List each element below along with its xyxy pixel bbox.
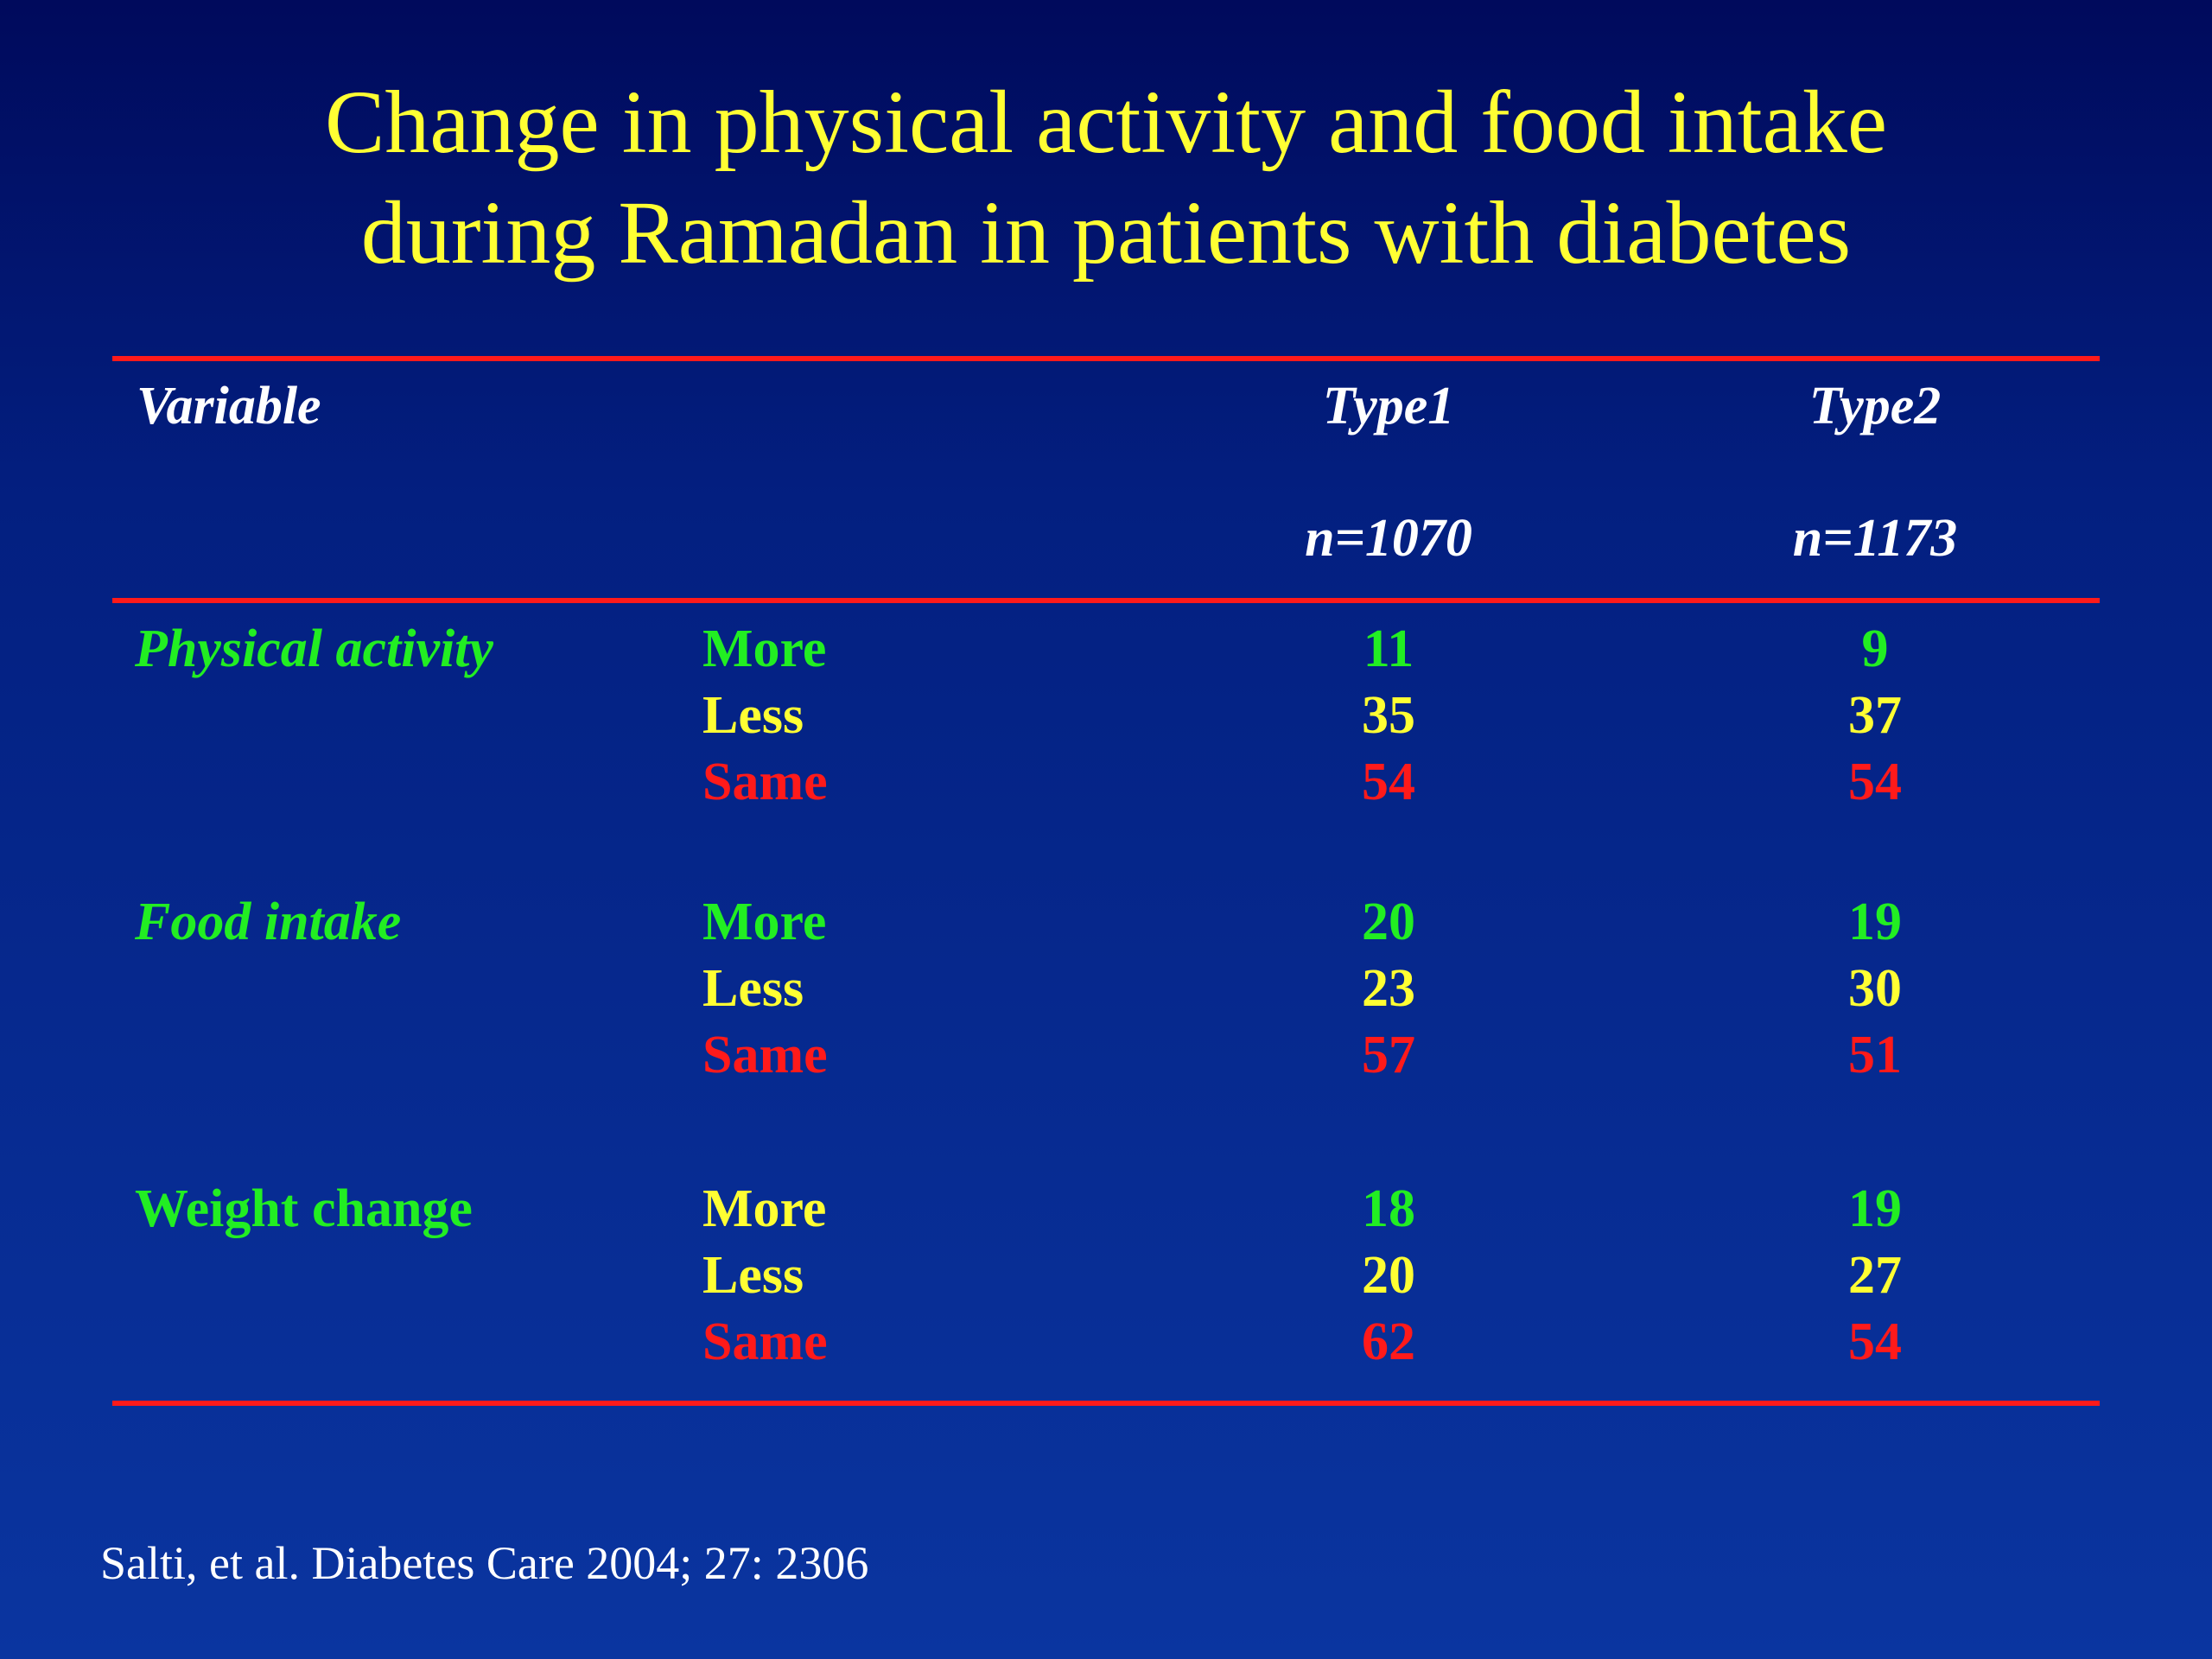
value-type1: 20	[1362, 893, 1415, 951]
value-type1: 54	[1362, 753, 1415, 811]
header-type2-n: n=1173	[1792, 509, 1958, 568]
citation: Salti, et al. Diabetes Care 2004; 27: 23…	[100, 1537, 869, 1589]
value-type1: 57	[1362, 1026, 1415, 1084]
value-type2: 19	[1848, 893, 1902, 951]
value-type2: 19	[1848, 1179, 1902, 1238]
value-type2: 54	[1848, 753, 1902, 811]
header-type1-n: n=1070	[1305, 509, 1472, 568]
slide-title: Change in physical activity and food int…	[0, 67, 2212, 289]
level-label: Less	[702, 959, 804, 1018]
level-label: Same	[702, 1026, 828, 1084]
header-type2: Type2	[1808, 377, 1942, 435]
level-label: More	[702, 620, 827, 678]
value-type1: 20	[1362, 1246, 1415, 1305]
header-variable: Variable	[137, 377, 321, 435]
group-label-food-intake: Food intake	[135, 893, 402, 951]
level-label: Same	[702, 1313, 828, 1371]
value-type2: 27	[1848, 1246, 1902, 1305]
value-type1: 11	[1363, 620, 1414, 678]
table-header-rule	[112, 598, 2100, 603]
level-label: More	[702, 893, 827, 951]
level-label: Less	[702, 686, 804, 745]
level-label: Same	[702, 753, 828, 811]
value-type1: 35	[1362, 686, 1415, 745]
table-top-rule	[112, 356, 2100, 361]
value-type1: 62	[1362, 1313, 1415, 1371]
level-label: Less	[702, 1246, 804, 1305]
value-type2: 51	[1848, 1026, 1902, 1084]
slide-title-line-1: Change in physical activity and food int…	[325, 73, 1887, 172]
value-type2: 54	[1848, 1313, 1902, 1371]
value-type2: 9	[1861, 620, 1889, 678]
value-type1: 18	[1362, 1179, 1415, 1238]
slide-title-line-2: during Ramadan in patients with diabetes	[360, 183, 1852, 283]
value-type2: 37	[1848, 686, 1902, 745]
group-label-physical-activity: Physical activity	[135, 620, 493, 678]
value-type2: 30	[1848, 959, 1902, 1018]
value-type1: 23	[1362, 959, 1415, 1018]
group-label-weight-change: Weight change	[135, 1179, 473, 1238]
table-bottom-rule	[112, 1401, 2100, 1406]
header-type1: Type1	[1322, 377, 1455, 435]
level-label: More	[702, 1179, 827, 1238]
